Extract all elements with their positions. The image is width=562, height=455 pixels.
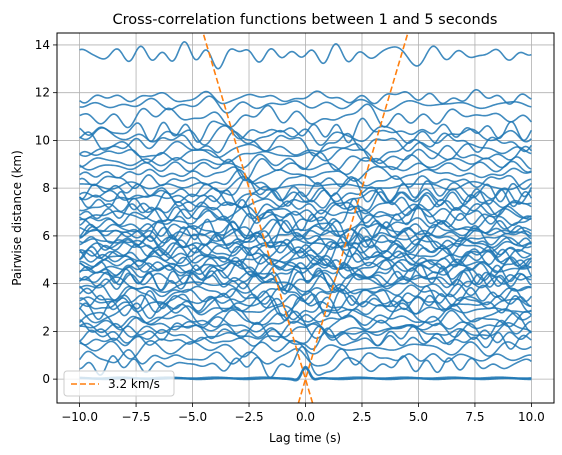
waveform-trace (79, 185, 532, 207)
waveform-trace (79, 130, 533, 157)
x-tick-label: 5.0 (409, 410, 428, 424)
x-tick-label: −2.5 (234, 410, 263, 424)
waveform-trace (79, 345, 532, 379)
waveform-trace (79, 95, 532, 114)
waveform-trace (79, 117, 533, 144)
waveform-trace (79, 290, 532, 317)
waveform-trace (79, 288, 532, 318)
y-tick-label: 4 (42, 277, 50, 291)
waveform-trace (79, 230, 532, 254)
x-axis-label: Lag time (s) (269, 431, 341, 445)
waveform-traces (78, 40, 533, 382)
x-tick-label: 7.5 (465, 410, 484, 424)
waveform-trace (79, 310, 532, 340)
legend-box (63, 370, 175, 397)
chart-title: Cross-correlation functions between 1 an… (113, 12, 498, 28)
waveform-trace (79, 285, 533, 308)
waveform-trace (79, 151, 532, 171)
waveform-trace (79, 249, 532, 271)
waveform-trace (79, 124, 532, 146)
waveform-trace (79, 254, 533, 276)
waveform-trace (78, 327, 532, 351)
waveform-trace (79, 272, 532, 298)
x-tick-label: −7.5 (121, 410, 150, 424)
y-tick-label: 2 (42, 324, 50, 338)
waveform-trace (79, 230, 533, 251)
x-tick-label: 2.5 (352, 410, 371, 424)
waveform-trace (79, 176, 532, 193)
waveform-trace (79, 219, 532, 249)
waveform-trace (79, 138, 532, 163)
waveform-trace (79, 261, 532, 291)
waveform-trace (79, 309, 532, 329)
y-tick-label: 10 (35, 133, 50, 147)
waveform-trace (79, 238, 532, 258)
x-axis: −10.0 −7.5 −5.0 −2.5 0.0 2.5 5.0 7.5 10.0 (61, 403, 545, 424)
waveform-trace (79, 40, 532, 70)
moveout-lines (202, 33, 409, 403)
waveform-trace (79, 88, 532, 105)
moveout-line (297, 33, 409, 403)
y-axis-label: Pairwise distance (km) (10, 150, 24, 286)
y-axis: 0 2 4 6 8 10 12 14 (35, 38, 57, 386)
x-tick-label: 10.0 (518, 410, 545, 424)
waveform-trace (79, 224, 532, 247)
moveout-line (202, 33, 314, 403)
y-tick-label: 0 (42, 372, 50, 386)
waveform-trace (78, 347, 532, 367)
waveform-trace (79, 254, 532, 280)
waveform-trace (79, 319, 532, 342)
legend-label: 3.2 km/s (108, 377, 160, 391)
y-tick-label: 6 (42, 229, 50, 243)
waveform-trace (79, 176, 533, 203)
y-tick-label: 14 (35, 38, 50, 52)
y-tick-label: 12 (35, 86, 50, 100)
y-tick-label: 8 (42, 181, 50, 195)
waveform-trace (78, 259, 533, 280)
waveform-trace (79, 218, 532, 247)
waveform-trace (78, 296, 532, 321)
legend: 3.2 km/s (63, 370, 175, 397)
waveform-trace (79, 165, 532, 184)
waveform-trace (79, 103, 532, 129)
x-tick-label: −5.0 (178, 410, 207, 424)
waveform-trace (79, 197, 532, 232)
x-tick-label: −10.0 (61, 410, 98, 424)
x-tick-label: 0.0 (296, 410, 315, 424)
